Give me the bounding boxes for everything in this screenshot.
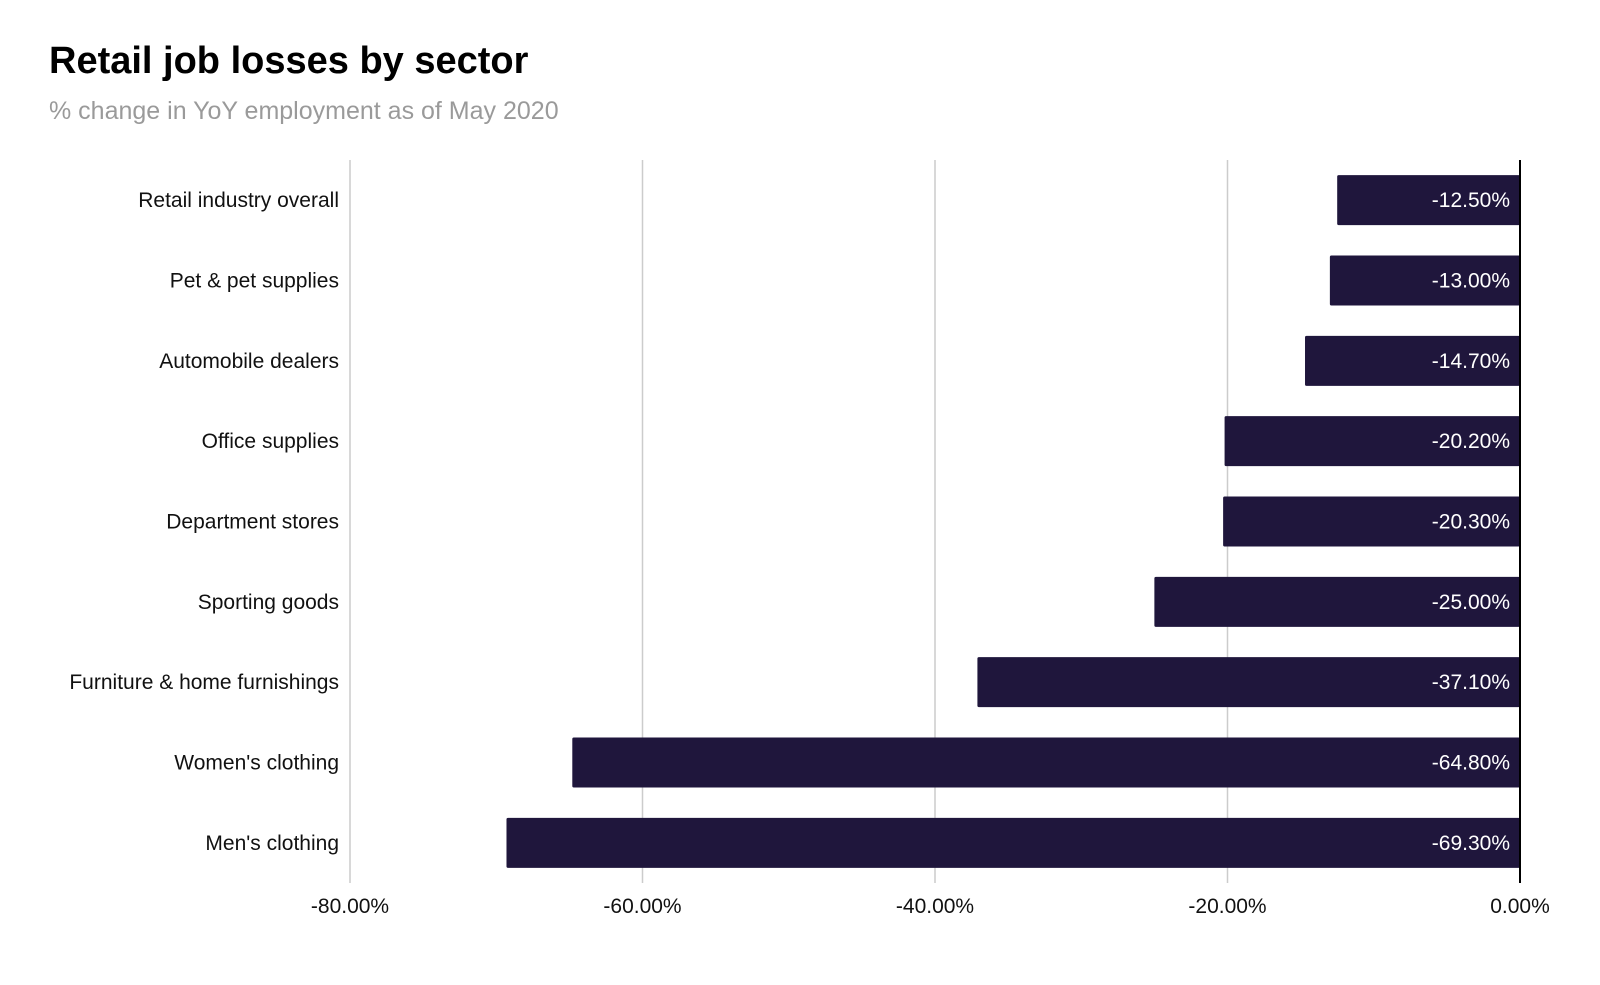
chart-subtitle: % change in YoY employment as of May 202… [49, 97, 559, 125]
bar [1329, 255, 1520, 306]
x-tick-label: 0.00% [1490, 895, 1550, 918]
bar [1337, 175, 1520, 226]
x-tick-label: -60.00% [603, 895, 681, 918]
category-label: Women's clothing [174, 752, 339, 775]
data-label: -69.30% [1432, 832, 1510, 855]
bar [977, 657, 1520, 708]
bar [1223, 496, 1520, 547]
category-label: Men's clothing [205, 832, 339, 855]
x-tick-label: -40.00% [896, 895, 974, 918]
bar [1305, 335, 1520, 386]
category-label: Automobile dealers [159, 350, 339, 373]
data-label: -12.50% [1432, 189, 1510, 212]
data-label: -13.00% [1432, 270, 1510, 293]
data-label: -14.70% [1432, 350, 1510, 373]
x-tick-label: -20.00% [1188, 895, 1266, 918]
data-label: -20.20% [1432, 430, 1510, 453]
bar [1224, 416, 1520, 467]
category-label: Furniture & home furnishings [69, 671, 339, 694]
chart-title: Retail job losses by sector [49, 40, 529, 82]
category-label: Retail industry overall [138, 189, 339, 212]
data-label: -64.80% [1432, 752, 1510, 775]
bar [1154, 576, 1520, 627]
data-label: -37.10% [1432, 671, 1510, 694]
category-label: Department stores [166, 511, 339, 534]
x-tick-label: -80.00% [311, 895, 389, 918]
data-label: -25.00% [1432, 591, 1510, 614]
bar [572, 737, 1520, 788]
category-label: Pet & pet supplies [170, 270, 339, 293]
data-label: -20.30% [1432, 511, 1510, 534]
bar [506, 817, 1520, 868]
category-label: Sporting goods [198, 591, 339, 614]
category-label: Office supplies [202, 430, 339, 453]
